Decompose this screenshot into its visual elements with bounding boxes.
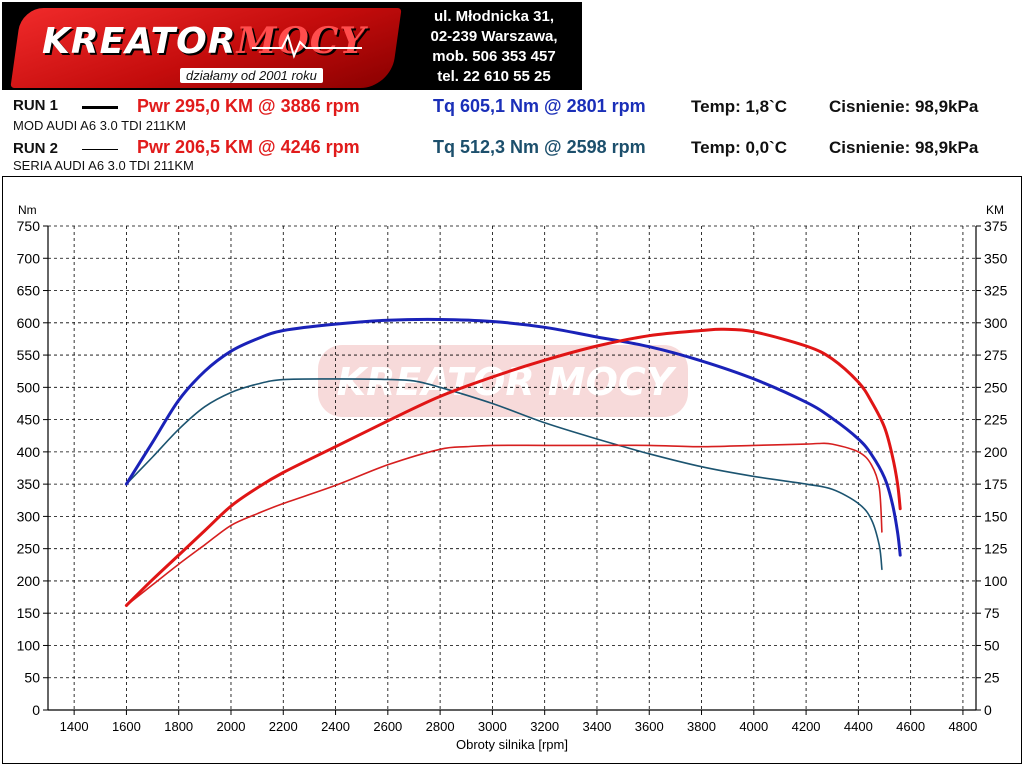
- y-right-tick-label: 125: [984, 541, 1008, 557]
- y-axis-left-label: Nm: [18, 203, 37, 217]
- x-tick-label: 3600: [635, 719, 664, 734]
- y-right-tick-label: 225: [984, 412, 1008, 428]
- x-tick-label: 4800: [948, 719, 977, 734]
- x-tick-label: 4200: [792, 719, 821, 734]
- y-left-tick-label: 200: [17, 573, 41, 589]
- x-tick-label: 2000: [217, 719, 246, 734]
- y-right-tick-label: 150: [984, 508, 1008, 524]
- x-tick-label: 2800: [426, 719, 455, 734]
- y-right-tick-label: 300: [984, 315, 1008, 331]
- y-left-tick-label: 100: [17, 637, 41, 653]
- y-left-tick-label: 300: [17, 508, 41, 524]
- y-right-tick-label: 25: [984, 670, 1000, 686]
- run1-label: RUN 1: [13, 97, 59, 114]
- y-right-tick-label: 275: [984, 347, 1008, 363]
- y-left-tick-label: 50: [24, 670, 40, 686]
- y-right-tick-label: 75: [984, 605, 1000, 621]
- x-tick-label: 2400: [321, 719, 350, 734]
- watermark: KREATOR MOCY: [318, 345, 688, 417]
- run2-torque: Tq 512,3 Nm @ 2598 rpm: [433, 137, 646, 157]
- x-tick-label: 1400: [60, 719, 89, 734]
- y-right-tick-label: 50: [984, 637, 1000, 653]
- y-left-tick-label: 150: [17, 605, 41, 621]
- run-1-tq-line: [124, 317, 902, 557]
- x-tick-label: 2200: [269, 719, 298, 734]
- run1-legend-line: [82, 106, 118, 109]
- address-city: 02-239 Warszawa,: [430, 28, 558, 45]
- x-tick-label: 4000: [739, 719, 768, 734]
- x-tick-label: 3400: [582, 719, 611, 734]
- y-right-tick-label: 375: [984, 218, 1008, 234]
- address-block: ul. Młodnicka 31, 02-239 Warszawa, mob. …: [406, 2, 582, 90]
- y-left-tick-label: 250: [17, 541, 41, 557]
- y-right-tick-label: 350: [984, 250, 1008, 266]
- y-left-tick-label: 650: [17, 283, 41, 299]
- run2-pressure: Cisnienie: 98,9kPa: [829, 138, 979, 157]
- run-2-pwr-line: [125, 442, 883, 607]
- y-right-tick-label: 200: [984, 444, 1008, 460]
- y-right-tick-label: 0: [984, 702, 992, 718]
- run1-temperature: Temp: 1,8`C: [691, 97, 788, 116]
- x-tick-label: 1800: [164, 719, 193, 734]
- run2-description: SERIA AUDI A6 3.0 TDI 211KM: [13, 158, 194, 173]
- logo: KREATORMOCY działamy od 2001 roku: [2, 2, 406, 90]
- watermark-text: KREATOR MOCY: [337, 360, 677, 404]
- y-right-tick-label: 175: [984, 476, 1008, 492]
- y-right-tick-label: 100: [984, 573, 1008, 589]
- logo-tagline: działamy od 2001 roku: [180, 68, 323, 83]
- x-tick-label: 2600: [373, 719, 402, 734]
- run-1-pwr-line: [124, 327, 902, 607]
- y-left-tick-label: 500: [17, 379, 41, 395]
- run2-temperature: Temp: 0,0`C: [691, 138, 788, 157]
- y-left-tick-label: 0: [32, 702, 40, 718]
- run2-power: Pwr 206,5 KM @ 4246 rpm: [137, 137, 360, 157]
- run2-label: RUN 2: [13, 140, 59, 157]
- run1-description: MOD AUDI A6 3.0 TDI 211KM: [13, 118, 186, 133]
- x-tick-label: 4600: [896, 719, 925, 734]
- y-right-tick-label: 250: [984, 379, 1008, 395]
- y-left-tick-label: 700: [17, 250, 41, 266]
- y-left-tick-label: 600: [17, 315, 41, 331]
- heartbeat-icon: [252, 33, 362, 59]
- y-left-tick-label: 350: [17, 476, 41, 492]
- run1-pressure: Cisnienie: 98,9kPa: [829, 97, 979, 116]
- run1-torque: Tq 605,1 Nm @ 2801 rpm: [433, 96, 646, 116]
- address-mobile: mob. 506 353 457: [432, 48, 556, 65]
- y-left-tick-label: 750: [17, 218, 41, 234]
- y-left-tick-label: 550: [17, 347, 41, 363]
- chart-frame: [2, 176, 1022, 764]
- x-tick-label: 3000: [478, 719, 507, 734]
- x-tick-label: 3800: [687, 719, 716, 734]
- x-tick-label: 1600: [112, 719, 141, 734]
- run2-legend-line: [82, 149, 118, 150]
- y-axis-right-label: KM: [986, 203, 1004, 217]
- address-street: ul. Młodnicka 31,: [433, 8, 555, 25]
- y-right-tick-label: 325: [984, 283, 1008, 299]
- run1-power: Pwr 295,0 KM @ 3886 rpm: [137, 96, 360, 116]
- run-2-tq-line: [125, 378, 883, 571]
- x-axis-label: Obroty silnika [rpm]: [456, 737, 568, 752]
- y-left-tick-label: 450: [17, 412, 41, 428]
- address-phone: tel. 22 610 55 25: [437, 68, 551, 85]
- logo-wordmark: KREATORMOCY: [42, 20, 367, 62]
- y-left-tick-label: 400: [17, 444, 41, 460]
- x-tick-label: 3200: [530, 719, 559, 734]
- x-tick-label: 4400: [844, 719, 873, 734]
